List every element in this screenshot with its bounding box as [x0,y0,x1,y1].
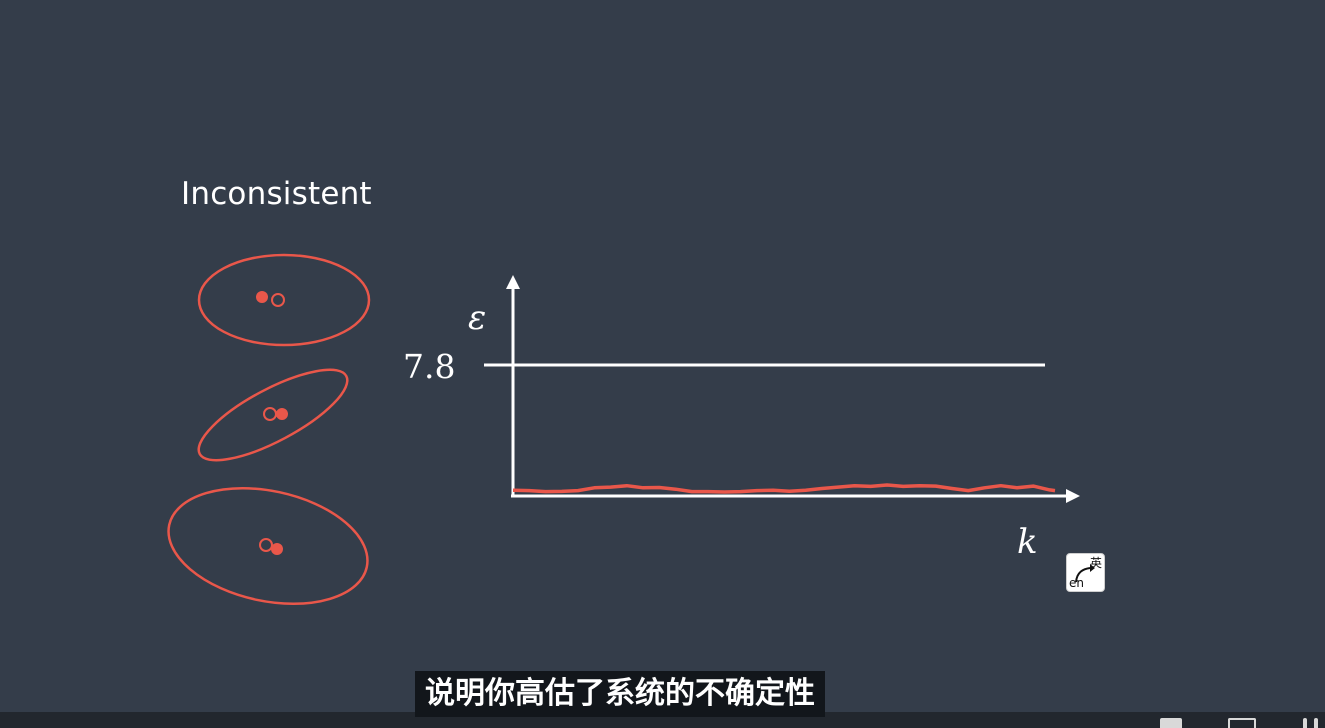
fullscreen-icon[interactable] [1303,718,1307,728]
threshold-label: 7.8 [403,347,455,386]
truth-point [259,538,273,552]
lang-chinese-label: 英 [1089,556,1102,570]
estimate-point [256,291,268,303]
covariance-ellipse-2 [197,368,349,462]
chart-axes [506,275,1080,503]
x-axis-label: k [1017,522,1038,562]
subtitle-caption: 说明你高估了系统的不确定性 [415,671,825,717]
y-axis-label: ε [468,298,486,338]
lang-english-label: en [1069,576,1084,590]
player-controls-bar [0,712,1325,728]
estimate-point [271,543,283,555]
truth-point [271,293,285,307]
x-axis-arrow [1066,489,1080,503]
covariance-ellipse-1 [197,253,371,347]
covariance-ellipse-3 [167,486,369,606]
translate-toggle-button[interactable]: 英 en [1066,553,1105,592]
y-axis-arrow [506,275,520,289]
series-line-nees [512,483,1056,494]
theater-mode-icon[interactable] [1228,718,1256,728]
estimate-point [276,408,288,420]
truth-point [263,407,277,421]
miniplayer-icon[interactable] [1160,718,1182,728]
fullscreen-icon-part[interactable] [1314,718,1318,728]
section-heading: Inconsistent [181,176,372,212]
swap-arrows-icon [1075,564,1095,583]
